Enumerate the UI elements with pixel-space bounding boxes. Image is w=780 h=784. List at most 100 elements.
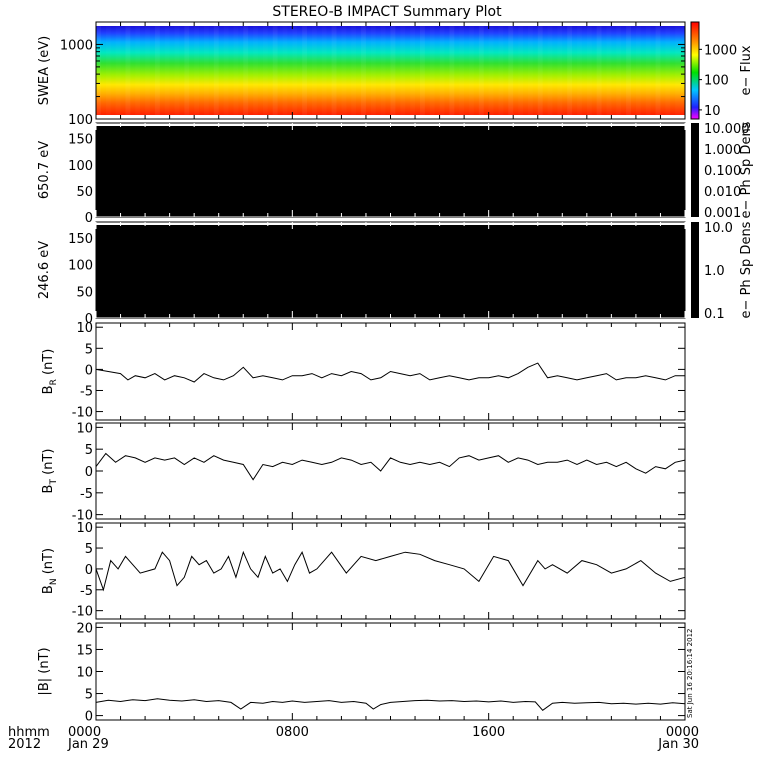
y-axis-label: |B| (nT) bbox=[37, 647, 52, 695]
swea-texture bbox=[204, 26, 209, 115]
colorbar-tick-label: 1.000 bbox=[704, 143, 741, 158]
pad-black-fill bbox=[96, 225, 685, 317]
colorbar-pad246: 10.0 1.0 0.1 e− Ph Sp Dens bbox=[691, 221, 754, 322]
y-tick-label: 10 bbox=[76, 521, 93, 536]
colorbar-tick-label: 1.0 bbox=[704, 264, 725, 279]
y-tick-label: 50 bbox=[76, 285, 93, 300]
y-axis-label: BR (nT) bbox=[41, 349, 59, 395]
panel-pad650: 0 50 100 150 650.7 eV bbox=[37, 122, 686, 226]
swea-texture bbox=[675, 26, 680, 115]
swea-texture bbox=[478, 26, 484, 115]
y-tick-label: 15 bbox=[76, 643, 93, 658]
swea-texture bbox=[322, 26, 327, 115]
series-line-bn bbox=[95, 550, 686, 592]
y-label-main: B bbox=[41, 385, 56, 394]
panel-swea: 100 1000 SWEA (eV) bbox=[37, 21, 686, 128]
y-tick-label: 100 bbox=[68, 113, 93, 128]
y-tick-label: 0 bbox=[85, 563, 93, 578]
series-line-br bbox=[95, 362, 685, 383]
colorbar-swea: 10 100 1000 e− Flux bbox=[690, 21, 754, 120]
swea-texture bbox=[116, 26, 121, 115]
colorbar-black bbox=[691, 222, 699, 318]
swea-texture bbox=[655, 26, 661, 115]
panel-br: -10 -5 0 5 10 BR (nT) bbox=[41, 321, 686, 421]
y-tick-label: 5 bbox=[85, 342, 93, 357]
colorbar-label: e− Ph Sp Dens bbox=[739, 221, 754, 318]
y-tick-label: 5 bbox=[85, 542, 93, 557]
panel-frame bbox=[95, 422, 686, 520]
y-tick-label: 5 bbox=[85, 688, 93, 703]
y-tick-label: 100 bbox=[68, 259, 93, 274]
swea-texture bbox=[596, 26, 602, 115]
side-stamp: Sat Jun 16 20:16:14 2012 bbox=[686, 629, 694, 718]
colorbar-tick-label: 0.001 bbox=[704, 206, 741, 221]
swea-texture bbox=[371, 26, 376, 115]
panel-bn: -10 -5 0 5 10 BN (nT) bbox=[41, 521, 686, 620]
y-tick-label: 1000 bbox=[60, 38, 93, 53]
swea-texture bbox=[430, 26, 435, 115]
swea-texture bbox=[175, 26, 180, 115]
swea-texture bbox=[292, 26, 297, 115]
y-tick-label: 20 bbox=[76, 621, 93, 636]
swea-texture bbox=[508, 26, 514, 115]
swea-texture bbox=[390, 26, 396, 115]
swea-texture bbox=[381, 26, 386, 115]
panel-pad246: 0 50 100 150 246.6 eV bbox=[37, 221, 686, 327]
y-label-main: B bbox=[41, 585, 56, 594]
panel-bt: -10 -5 0 5 10 BT (nT) bbox=[41, 421, 686, 524]
swea-texture bbox=[253, 26, 258, 115]
colorbar-tick-label: 0.100 bbox=[704, 164, 741, 179]
colorbar-tick-label: 0.1 bbox=[704, 307, 725, 322]
swea-texture bbox=[312, 26, 317, 115]
swea-texture bbox=[548, 26, 553, 115]
swea-texture bbox=[646, 26, 651, 115]
y-tick-label: 100 bbox=[68, 159, 93, 174]
swea-texture bbox=[213, 26, 219, 115]
y-tick-label: -10 bbox=[72, 406, 93, 421]
swea-texture bbox=[469, 26, 474, 115]
y-tick-label: 0 bbox=[85, 312, 93, 327]
x-tick-date-label: Jan 29 bbox=[67, 737, 109, 752]
colorbar-tick-label: 0.010 bbox=[704, 185, 741, 200]
swea-texture bbox=[351, 26, 356, 115]
swea-texture bbox=[400, 26, 405, 115]
y-tick-label: 0 bbox=[85, 465, 93, 480]
y-tick-label: 5 bbox=[85, 443, 93, 458]
swea-texture bbox=[302, 26, 308, 115]
panel-frame bbox=[95, 622, 686, 721]
series-line-bmag bbox=[95, 698, 686, 711]
swea-texture bbox=[498, 26, 503, 115]
colorbar-black bbox=[691, 123, 699, 217]
y-tick-label: 150 bbox=[68, 232, 93, 247]
y-tick-label: -10 bbox=[72, 509, 93, 524]
colorbars: 10 100 1000 e− Flux 10.000 1.000 0.100 0.010 0.0… bbox=[690, 21, 754, 322]
swea-texture bbox=[419, 26, 425, 115]
swea-texture bbox=[96, 26, 101, 115]
panel-frame bbox=[95, 522, 686, 620]
x-tick-time-label: 0800 bbox=[276, 725, 309, 740]
swea-texture bbox=[567, 26, 573, 115]
x-tick-date-label: Jan 30 bbox=[657, 737, 699, 752]
swea-texture bbox=[361, 26, 366, 115]
x-tick-time-label: 1600 bbox=[472, 725, 505, 740]
colorbar-gradient bbox=[690, 21, 700, 120]
y-label-main: B bbox=[41, 485, 56, 494]
y-tick-label: 150 bbox=[68, 133, 93, 148]
swea-texture bbox=[106, 26, 111, 115]
swea-texture bbox=[537, 26, 543, 115]
series-line-bt bbox=[95, 452, 686, 481]
pad-black-fill bbox=[96, 126, 685, 216]
plot-title: STEREO-B IMPACT Summary Plot bbox=[272, 4, 502, 20]
colorbar-label: e− Flux bbox=[739, 45, 754, 95]
y-tick-label: 0 bbox=[85, 710, 93, 725]
colorbar-tick-label: 10.0 bbox=[704, 221, 733, 236]
swea-texture bbox=[459, 26, 464, 115]
x-tick-time-label: 0000 bbox=[68, 725, 101, 740]
y-axis-label: BT (nT) bbox=[41, 449, 59, 494]
y-axis-label: SWEA (eV) bbox=[37, 36, 52, 105]
y-tick-label: 0 bbox=[85, 211, 93, 226]
swea-texture bbox=[263, 26, 268, 115]
swea-texture bbox=[243, 26, 249, 115]
